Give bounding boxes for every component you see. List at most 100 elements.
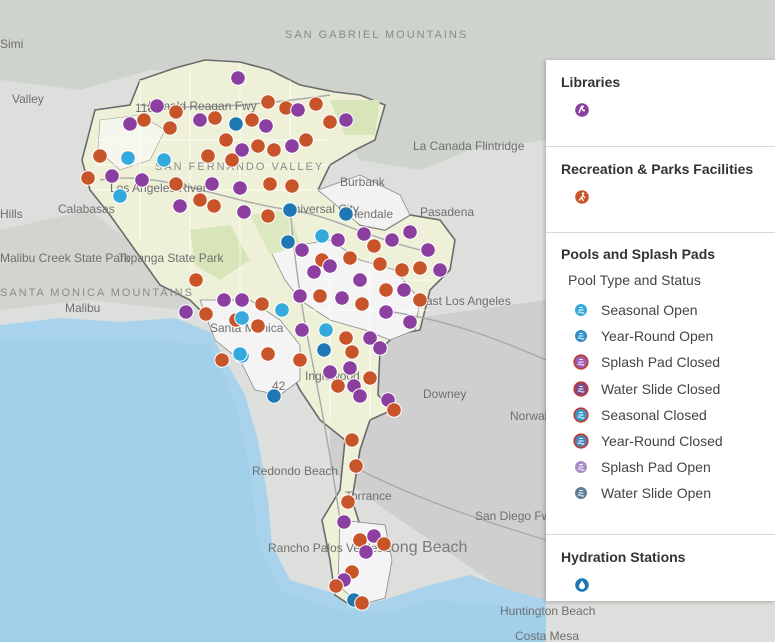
- recreation-marker[interactable]: [354, 296, 370, 312]
- recreation-marker[interactable]: [206, 198, 222, 214]
- recreation-marker[interactable]: [254, 296, 270, 312]
- recreation-marker[interactable]: [328, 578, 344, 594]
- recreation-marker[interactable]: [168, 176, 184, 192]
- library-marker[interactable]: [236, 204, 252, 220]
- recreation-marker[interactable]: [342, 250, 358, 266]
- recreation-marker[interactable]: [312, 288, 328, 304]
- library-marker[interactable]: [356, 226, 372, 242]
- pool-marker[interactable]: [120, 150, 136, 166]
- recreation-marker[interactable]: [348, 458, 364, 474]
- recreation-marker[interactable]: [260, 94, 276, 110]
- recreation-marker[interactable]: [188, 272, 204, 288]
- recreation-marker[interactable]: [308, 96, 324, 112]
- library-marker[interactable]: [378, 304, 394, 320]
- library-marker[interactable]: [334, 290, 350, 306]
- recreation-marker[interactable]: [362, 370, 378, 386]
- hydration-marker[interactable]: [266, 388, 282, 404]
- library-marker[interactable]: [172, 198, 188, 214]
- library-marker[interactable]: [402, 314, 418, 330]
- recreation-marker[interactable]: [168, 104, 184, 120]
- pool-marker[interactable]: [232, 346, 248, 362]
- library-marker[interactable]: [358, 544, 374, 560]
- recreation-marker[interactable]: [338, 330, 354, 346]
- hydration-marker[interactable]: [316, 342, 332, 358]
- library-marker[interactable]: [336, 514, 352, 530]
- library-marker[interactable]: [306, 264, 322, 280]
- library-marker[interactable]: [178, 304, 194, 320]
- recreation-marker[interactable]: [412, 292, 428, 308]
- library-marker[interactable]: [134, 172, 150, 188]
- recreation-marker[interactable]: [250, 318, 266, 334]
- library-marker[interactable]: [322, 258, 338, 274]
- recreation-marker[interactable]: [136, 112, 152, 128]
- library-marker[interactable]: [294, 242, 310, 258]
- pool-marker[interactable]: [156, 152, 172, 168]
- recreation-marker[interactable]: [250, 138, 266, 154]
- pool-marker[interactable]: [274, 302, 290, 318]
- recreation-marker[interactable]: [330, 378, 346, 394]
- library-marker[interactable]: [402, 224, 418, 240]
- recreation-marker[interactable]: [162, 120, 178, 136]
- recreation-marker[interactable]: [372, 256, 388, 272]
- recreation-marker[interactable]: [262, 176, 278, 192]
- library-marker[interactable]: [204, 176, 220, 192]
- pool-marker[interactable]: [112, 188, 128, 204]
- hydration-marker[interactable]: [282, 202, 298, 218]
- recreation-marker[interactable]: [244, 112, 260, 128]
- recreation-marker[interactable]: [200, 148, 216, 164]
- pool-marker[interactable]: [314, 228, 330, 244]
- recreation-marker[interactable]: [192, 192, 208, 208]
- recreation-marker[interactable]: [198, 306, 214, 322]
- library-marker[interactable]: [330, 232, 346, 248]
- library-marker[interactable]: [384, 232, 400, 248]
- recreation-marker[interactable]: [376, 536, 392, 552]
- recreation-marker[interactable]: [260, 208, 276, 224]
- library-marker[interactable]: [338, 112, 354, 128]
- recreation-marker[interactable]: [378, 282, 394, 298]
- recreation-marker[interactable]: [224, 152, 240, 168]
- library-marker[interactable]: [104, 168, 120, 184]
- library-marker[interactable]: [234, 292, 250, 308]
- library-marker[interactable]: [432, 262, 448, 278]
- library-marker[interactable]: [258, 118, 274, 134]
- hydration-marker[interactable]: [228, 116, 244, 132]
- library-marker[interactable]: [234, 142, 250, 158]
- recreation-marker[interactable]: [92, 148, 108, 164]
- recreation-marker[interactable]: [266, 142, 282, 158]
- recreation-marker[interactable]: [354, 595, 370, 611]
- library-marker[interactable]: [290, 102, 306, 118]
- library-marker[interactable]: [342, 360, 358, 376]
- recreation-marker[interactable]: [292, 352, 308, 368]
- library-marker[interactable]: [284, 138, 300, 154]
- library-marker[interactable]: [294, 322, 310, 338]
- library-marker[interactable]: [420, 242, 436, 258]
- hydration-marker[interactable]: [280, 234, 296, 250]
- recreation-marker[interactable]: [412, 260, 428, 276]
- library-marker[interactable]: [322, 364, 338, 380]
- library-marker[interactable]: [352, 388, 368, 404]
- library-marker[interactable]: [216, 292, 232, 308]
- recreation-marker[interactable]: [394, 262, 410, 278]
- recreation-marker[interactable]: [80, 170, 96, 186]
- library-marker[interactable]: [396, 282, 412, 298]
- library-marker[interactable]: [372, 340, 388, 356]
- library-marker[interactable]: [122, 116, 138, 132]
- pool-marker[interactable]: [234, 310, 250, 326]
- recreation-marker[interactable]: [344, 344, 360, 360]
- recreation-marker[interactable]: [284, 178, 300, 194]
- library-marker[interactable]: [292, 288, 308, 304]
- recreation-marker[interactable]: [298, 132, 314, 148]
- pool-marker[interactable]: [318, 322, 334, 338]
- recreation-marker[interactable]: [214, 352, 230, 368]
- library-marker[interactable]: [149, 98, 165, 114]
- recreation-marker[interactable]: [218, 132, 234, 148]
- recreation-marker[interactable]: [260, 346, 276, 362]
- hydration-marker[interactable]: [338, 206, 354, 222]
- library-marker[interactable]: [192, 112, 208, 128]
- recreation-marker[interactable]: [322, 114, 338, 130]
- library-marker[interactable]: [232, 180, 248, 196]
- library-marker[interactable]: [352, 272, 368, 288]
- recreation-marker[interactable]: [386, 402, 402, 418]
- recreation-marker[interactable]: [207, 110, 223, 126]
- recreation-marker[interactable]: [340, 494, 356, 510]
